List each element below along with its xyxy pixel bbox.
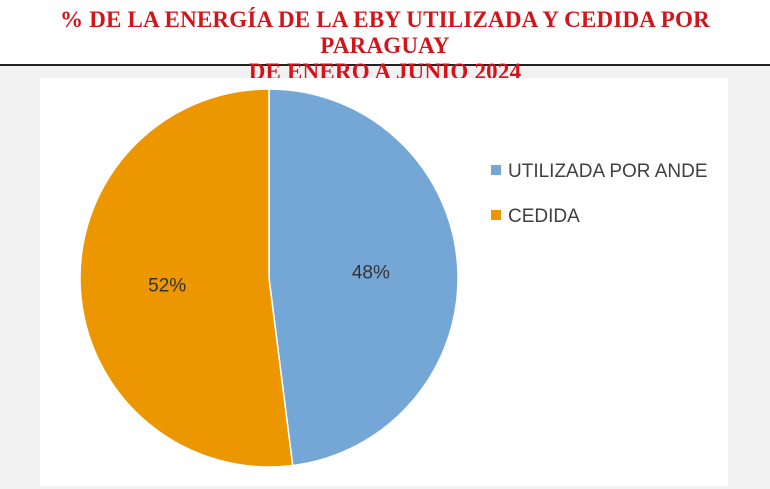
pie-slice-label-1: 48% bbox=[352, 263, 390, 284]
chart-title-line-1: % DE LA ENERGÍA DE LA EBY UTILIZADA Y CE… bbox=[60, 7, 710, 58]
chart-header: % DE LA ENERGÍA DE LA EBY UTILIZADA Y CE… bbox=[0, 0, 770, 84]
pie-slices bbox=[79, 88, 459, 468]
legend-swatch-1 bbox=[491, 165, 501, 175]
legend-label-2: CEDIDA bbox=[508, 206, 580, 227]
pie-chart: 48% 52% UTILIZADA POR ANDE CEDIDA bbox=[79, 88, 708, 468]
chart-legend: UTILIZADA POR ANDE CEDIDA bbox=[491, 161, 708, 227]
pie-slice-label-2: 52% bbox=[148, 275, 186, 296]
pie-slice-2 bbox=[79, 88, 294, 468]
legend-label-1: UTILIZADA POR ANDE bbox=[508, 161, 708, 182]
legend-swatch-2 bbox=[491, 210, 501, 220]
chart-panel: 48% 52% UTILIZADA POR ANDE CEDIDA bbox=[40, 78, 728, 486]
chart-title: % DE LA ENERGÍA DE LA EBY UTILIZADA Y CE… bbox=[0, 0, 770, 85]
pie-slice-labels: 48% 52% bbox=[148, 263, 390, 297]
pie-slice-1 bbox=[268, 88, 459, 467]
